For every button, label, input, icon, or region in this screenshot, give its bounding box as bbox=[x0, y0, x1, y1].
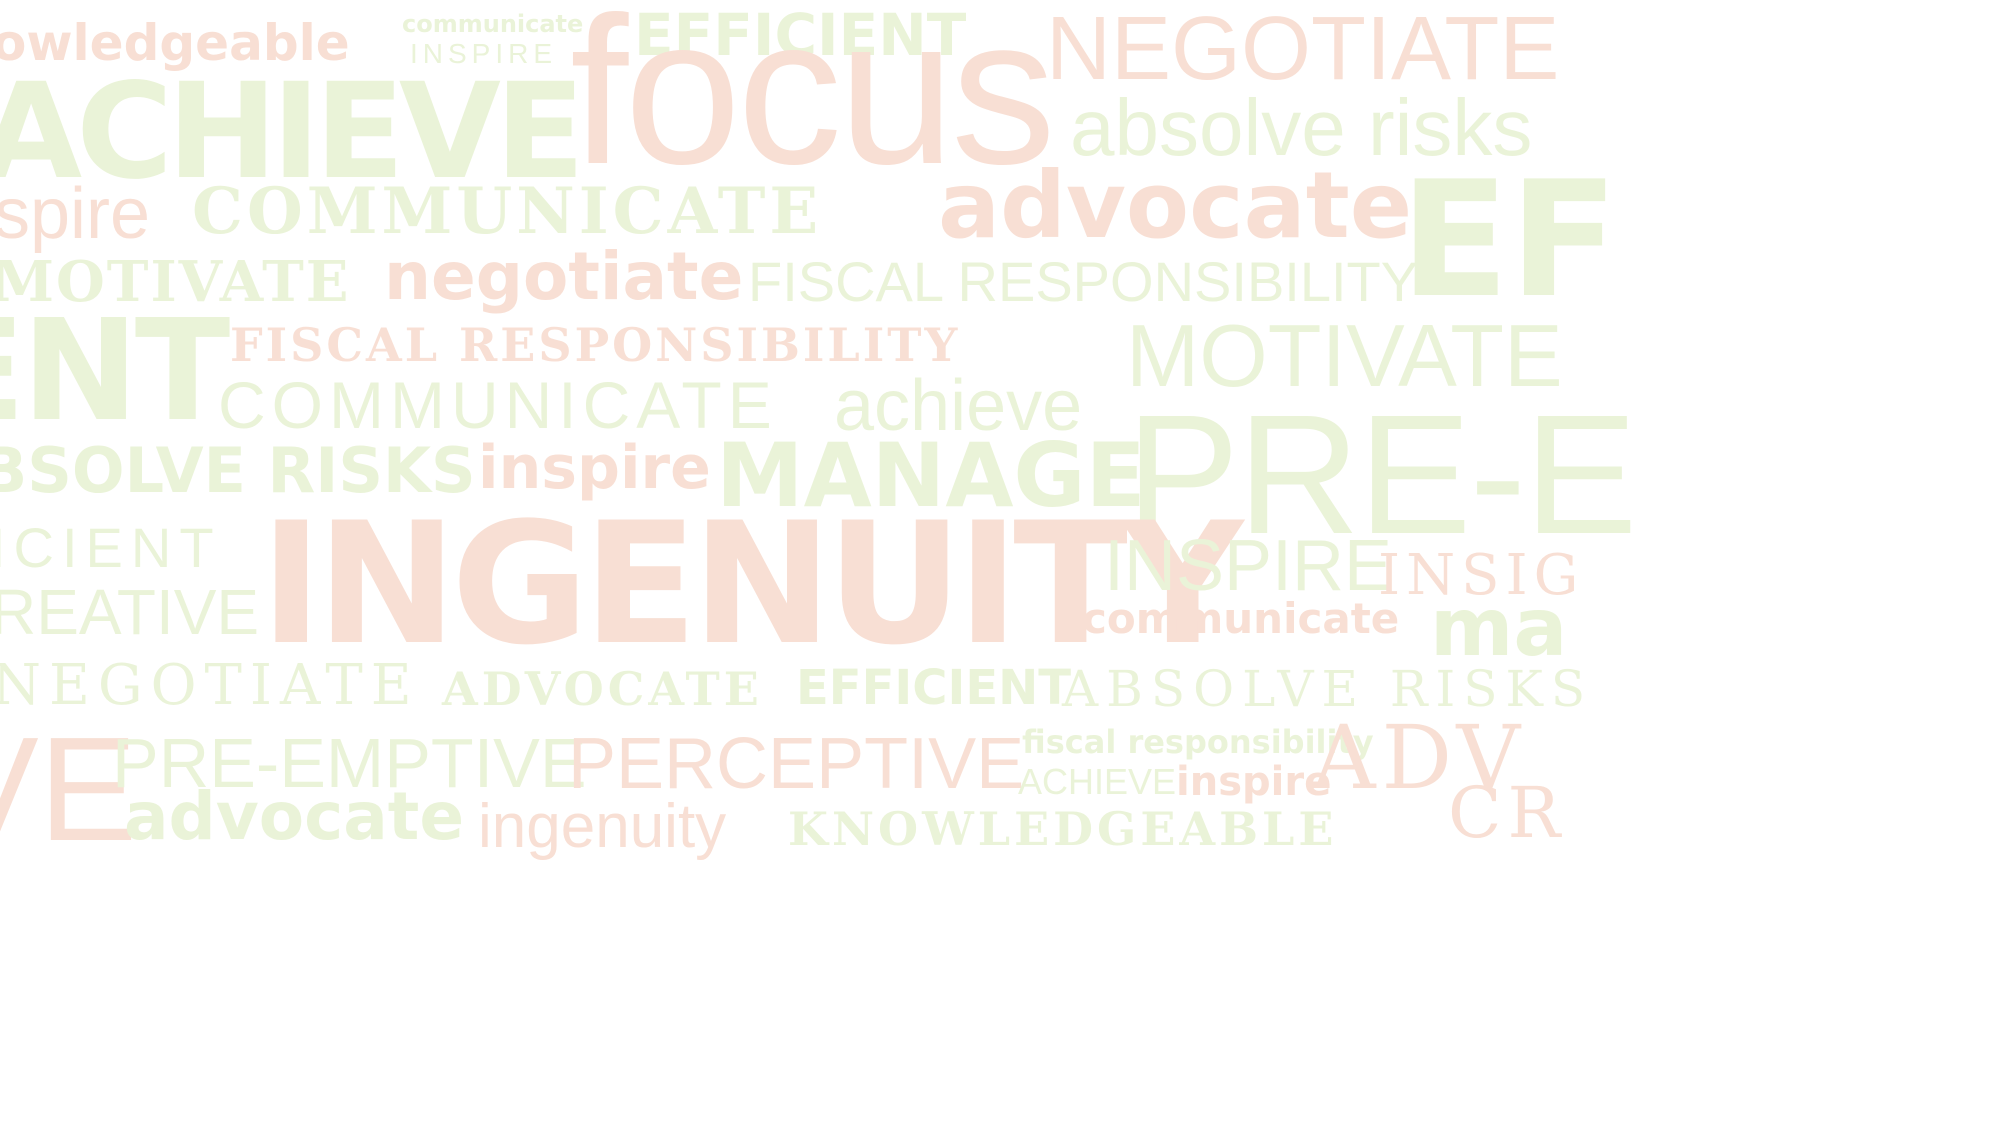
word-inspire-bold: inspire bbox=[478, 433, 711, 503]
word-fiscal-responsibility-serif: FISCAL RESPONSIBILITY bbox=[230, 318, 961, 372]
word-ef-large: EF bbox=[1400, 146, 1619, 333]
word-achieve: achieve bbox=[834, 366, 1083, 446]
word-ingenuity-large: INGENUITY bbox=[260, 486, 1244, 682]
word-advocate-bold: advocate bbox=[124, 778, 465, 855]
word-ingenuity: ingenuity bbox=[478, 792, 727, 861]
word-creative-serif: CR bbox=[1448, 772, 1567, 854]
word-ent-large: ENT bbox=[0, 290, 230, 453]
word-fiscal-responsibility-light: FISCAL RESPONSIBILITY bbox=[748, 250, 1419, 313]
word-inspire-light: INSPIRE bbox=[1104, 526, 1393, 606]
word-advocate-serif: ADVOCATE bbox=[442, 662, 763, 716]
word-fiscal-responsibility-small: fiscal responsibility bbox=[1022, 723, 1374, 761]
word-negotiate: negotiate bbox=[384, 238, 744, 315]
word-inspire-small: INSPIRE bbox=[410, 38, 558, 69]
word-advocate: advocate bbox=[938, 152, 1413, 259]
word-insight: INSIG bbox=[1378, 543, 1585, 608]
word-creative-large: VE bbox=[0, 707, 138, 872]
word-pre-emptive-large: PRE-E bbox=[1126, 380, 1638, 570]
word-efficient-bold: EFFICIENT bbox=[796, 660, 1072, 716]
word-communicate-light: COMMUNICATE bbox=[218, 368, 778, 442]
word-inspire-small-bold: inspire bbox=[1176, 759, 1332, 805]
word-creative: REATIVE bbox=[0, 576, 260, 648]
word-communicate-small: communicate bbox=[402, 10, 584, 38]
word-communicate-bold-small: communicate bbox=[1082, 594, 1400, 643]
word-pre-emptive: PRE-EMPTIVE bbox=[112, 724, 587, 802]
word-achieve-large: ACHIEVE bbox=[0, 55, 585, 209]
word-motivate-right: MOTIVATE bbox=[1126, 306, 1563, 405]
word-achieve-small: ACHIEVE bbox=[1018, 761, 1177, 802]
word-advocate-large-serif: ADV bbox=[1312, 706, 1527, 809]
word-knowledgeable-top: owledgeable bbox=[0, 14, 350, 72]
word-knowledgeable-serif: KNOWLEDGEABLE bbox=[788, 802, 1338, 856]
word-efficient-top: EFFICIENT bbox=[634, 1, 967, 69]
word-motivate-serif: MOTIVATE bbox=[0, 249, 351, 315]
word-manage: MANAGE bbox=[716, 424, 1146, 527]
word-absolve-risks-serif: ABSOLVE RISKS bbox=[1062, 660, 1594, 718]
word-absolve-risks-bold: BSOLVE RISKS bbox=[0, 434, 476, 507]
word-efficient-light: ICIENT bbox=[0, 516, 222, 579]
word-focus-large: focus bbox=[570, 0, 1056, 208]
word-perceptive: PERCEPTIVE bbox=[568, 724, 1025, 804]
word-inspire-left: spire bbox=[0, 174, 151, 254]
word-communicate-serif: COMMUNICATE bbox=[192, 174, 823, 249]
word-negotiate-serif: NEGOTIATE bbox=[0, 653, 420, 718]
word-absolve-risks: absolve risks bbox=[1070, 83, 1533, 172]
word-manage-partial: ma bbox=[1430, 581, 1568, 674]
word-negotiate-top: NEGOTIATE bbox=[1046, 0, 1560, 99]
